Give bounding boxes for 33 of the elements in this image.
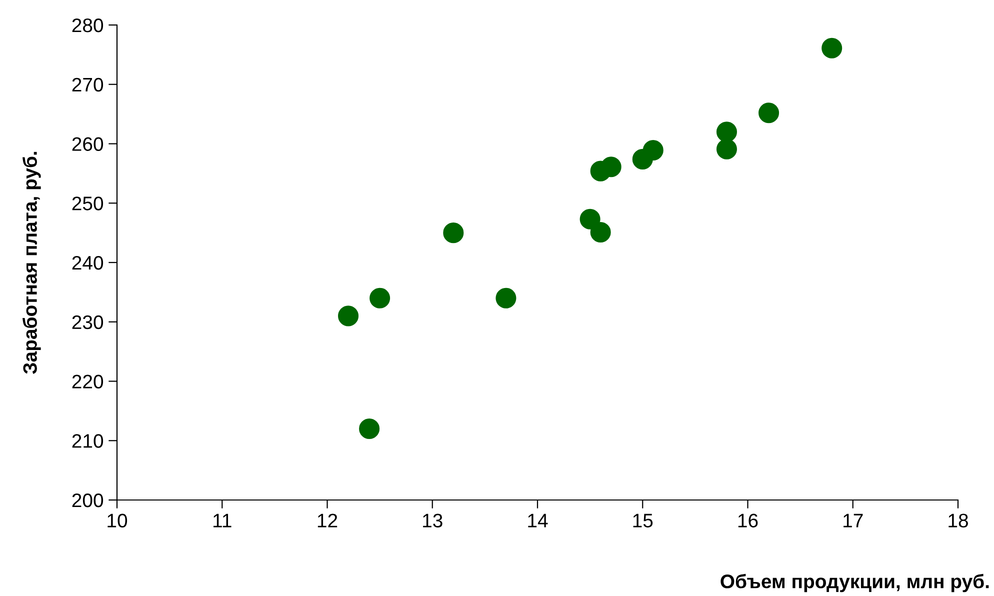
- x-tick-label: 13: [423, 514, 442, 528]
- x-tick-label: 15: [633, 514, 653, 528]
- y-tick-label: 210: [72, 434, 104, 448]
- point: [580, 208, 600, 230]
- x-tick-label: 16: [738, 514, 758, 528]
- x-axis-title: Объем продукции, млн руб.: [720, 574, 989, 592]
- point: [443, 222, 464, 244]
- x-tick-label: 18: [948, 514, 968, 528]
- y-tick-label: 240: [72, 256, 104, 270]
- point: [822, 38, 842, 58]
- y-tick-label: 230: [72, 315, 104, 330]
- point: [496, 288, 516, 308]
- y-tick-label: 260: [72, 137, 104, 151]
- point: [716, 122, 737, 142]
- point: [590, 222, 611, 242]
- point: [758, 102, 780, 124]
- y-axis-title: Заработная плата, руб.: [22, 152, 41, 374]
- x-tick-label: 17: [844, 514, 863, 528]
- y-tick-label: 220: [72, 374, 104, 388]
- y-tick-label: 200: [72, 493, 104, 508]
- point: [370, 288, 390, 308]
- x-tick-label: 12: [318, 514, 338, 528]
- y-tick-label: 250: [72, 196, 104, 210]
- point: [642, 140, 664, 161]
- x-tick-label: 11: [214, 514, 232, 528]
- x-tick-label: 14: [528, 514, 548, 528]
- x-tick-label: 10: [108, 514, 128, 528]
- point: [716, 138, 737, 160]
- point: [600, 156, 622, 178]
- y-tick-label: 270: [72, 78, 104, 92]
- y-tick-label: 280: [72, 18, 104, 32]
- point: [359, 418, 380, 440]
- point: [338, 306, 359, 326]
